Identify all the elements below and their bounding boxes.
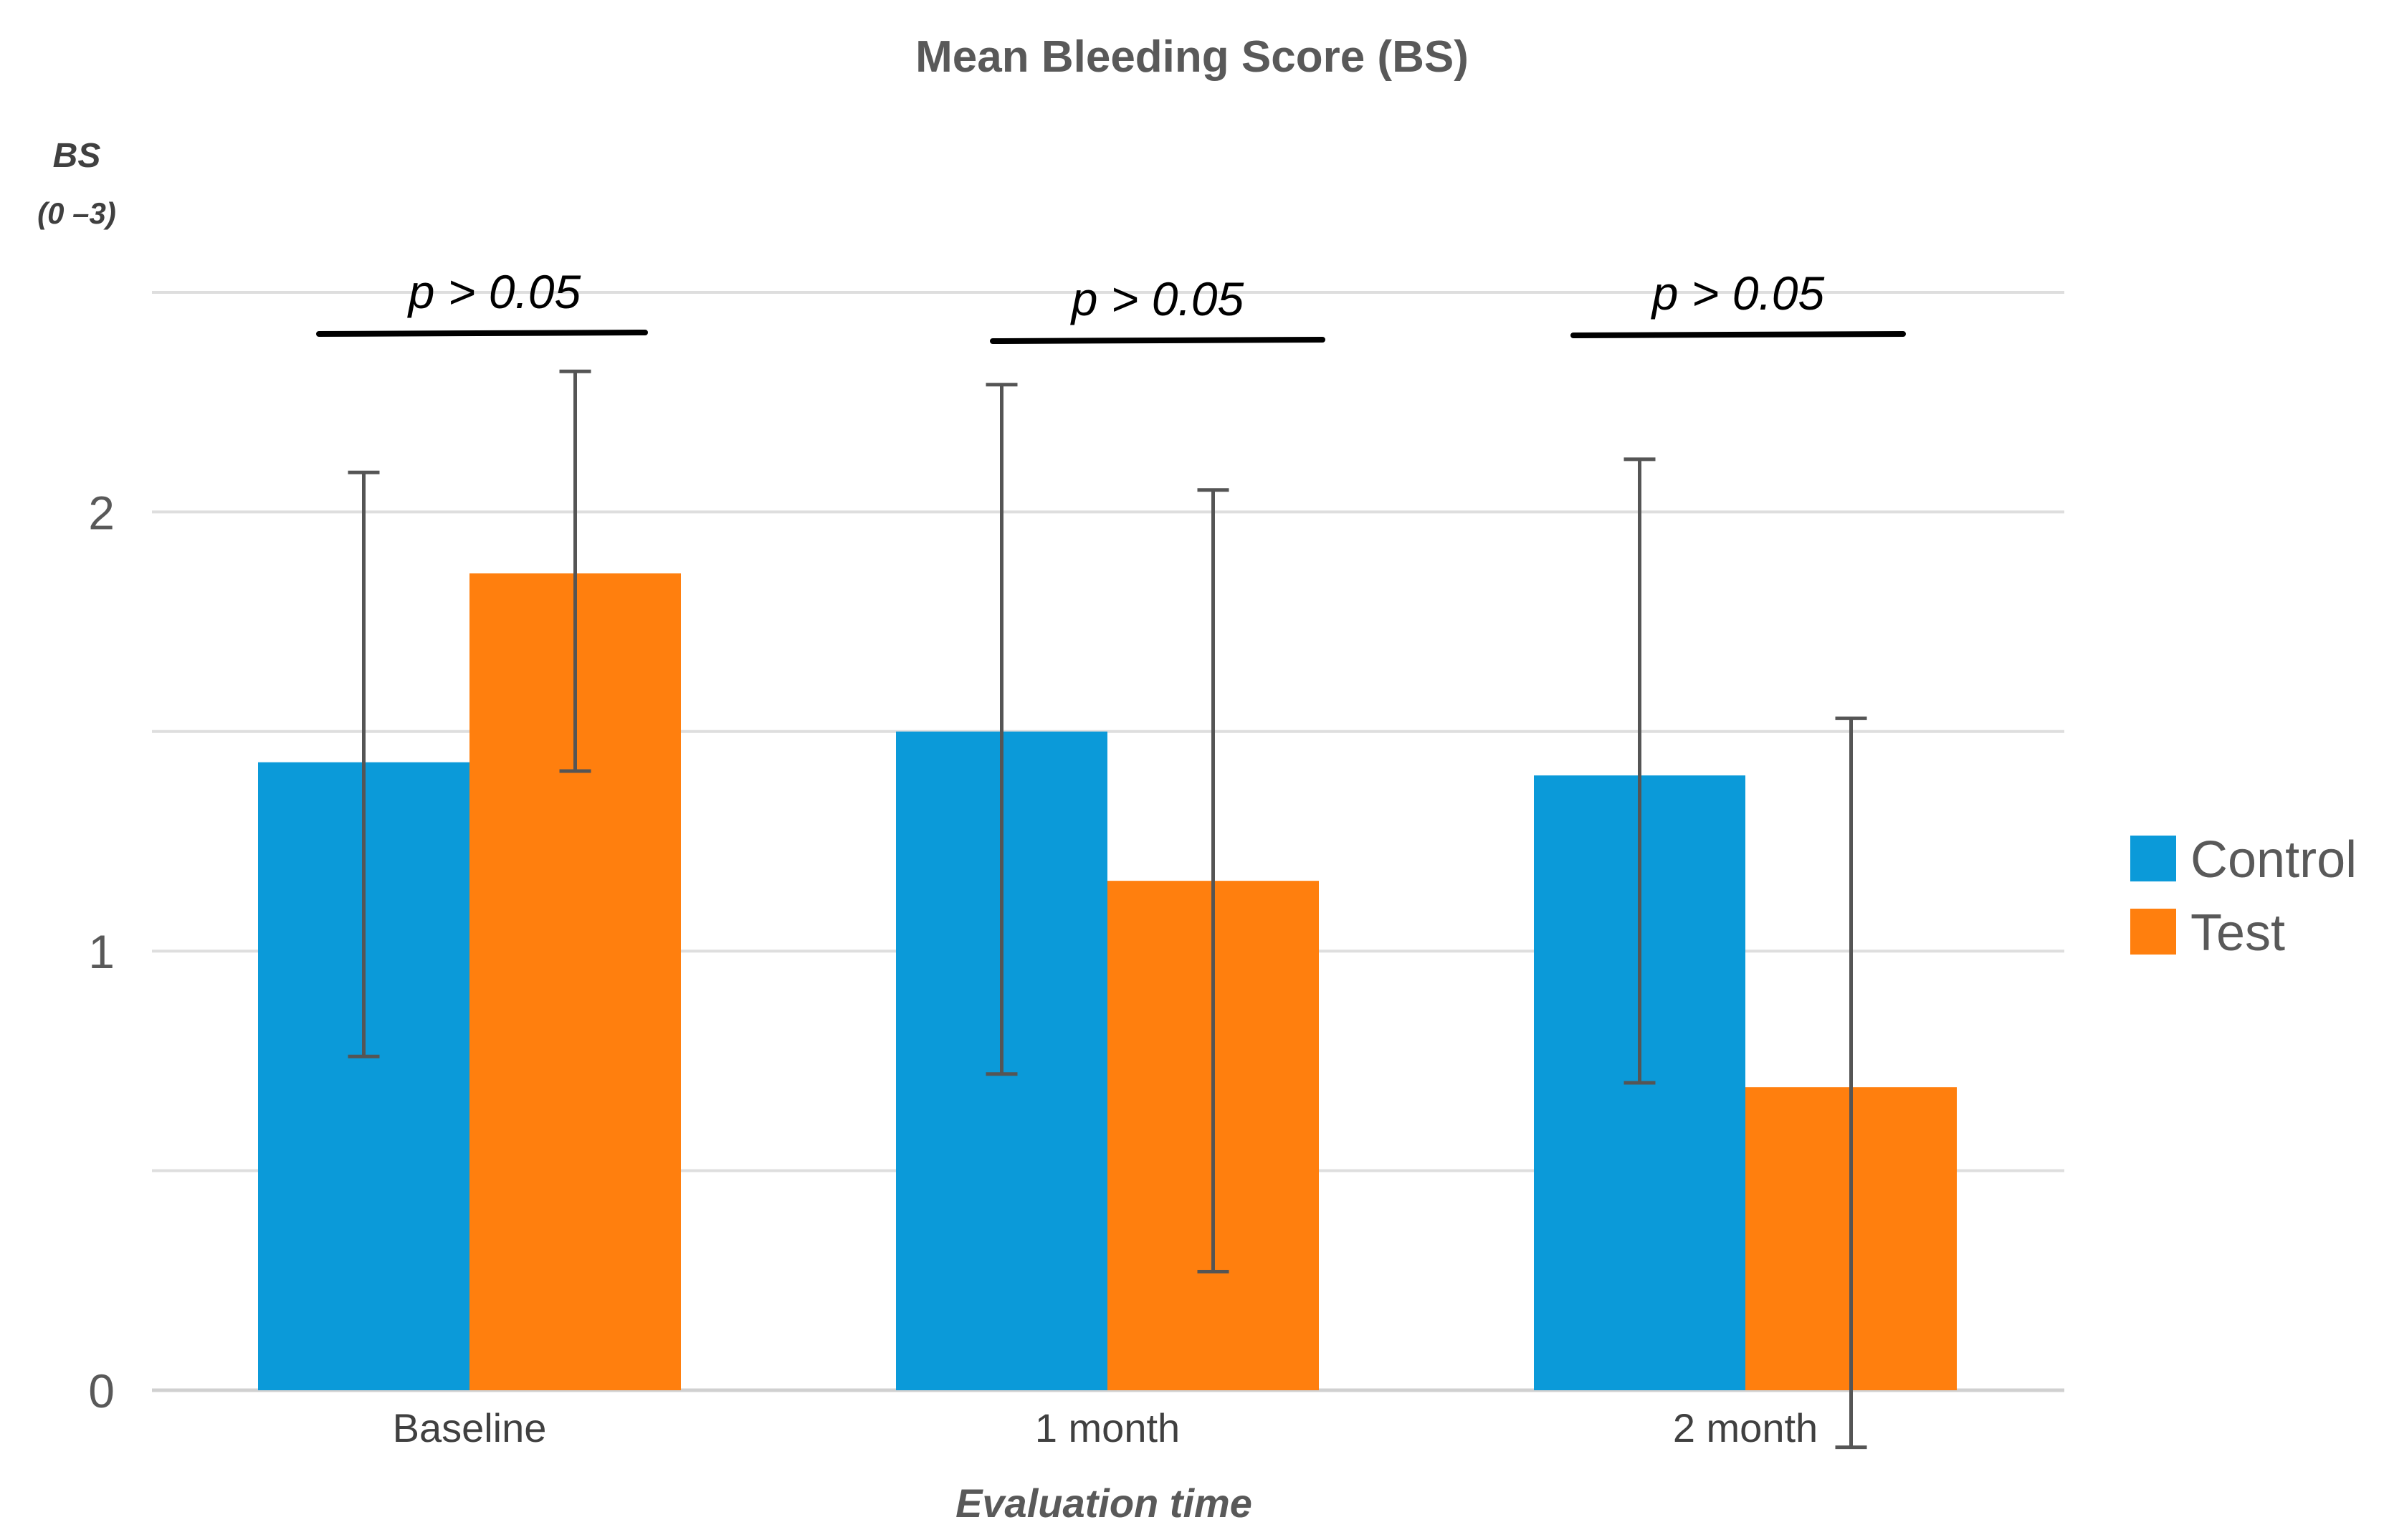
p-value-annotations: p > 0.05 p > 0.05 p > 0.05 [316, 265, 1906, 344]
error-bars [348, 369, 1867, 1450]
legend-label-control: Control [2190, 831, 2357, 889]
p-value-label: p > 0.05 [1070, 272, 1244, 325]
x-axis-label: Evaluation time [955, 1481, 1252, 1526]
legend-swatch-test [2130, 909, 2176, 955]
y-tick-label: 2 [88, 486, 115, 539]
significance-line [990, 337, 1325, 344]
significance-line [1570, 331, 1906, 338]
p-value-label: p > 0.05 [1651, 267, 1825, 320]
legend-swatch-control [2130, 836, 2176, 881]
chart-title: Mean Bleeding Score (BS) [915, 32, 1469, 82]
p-value-label: p > 0.05 [407, 265, 581, 318]
y-tick-label: 1 [88, 925, 115, 978]
x-tick-label: Baseline [393, 1405, 547, 1450]
axes: Mean Bleeding Score (BS) BS (0 –3) Evalu… [37, 32, 1818, 1526]
y-axis-unit-label: (0 –3) [37, 196, 116, 230]
x-tick-label: 2 month [1673, 1405, 1818, 1450]
significance-line [316, 330, 648, 337]
legend-label-test: Test [2190, 904, 2285, 962]
bars [258, 573, 1957, 1390]
y-tick-label: 0 [88, 1364, 115, 1417]
x-tick-label: 1 month [1035, 1405, 1180, 1450]
legend: Control Test [2130, 831, 2357, 962]
y-axis-label: BS [53, 137, 101, 175]
